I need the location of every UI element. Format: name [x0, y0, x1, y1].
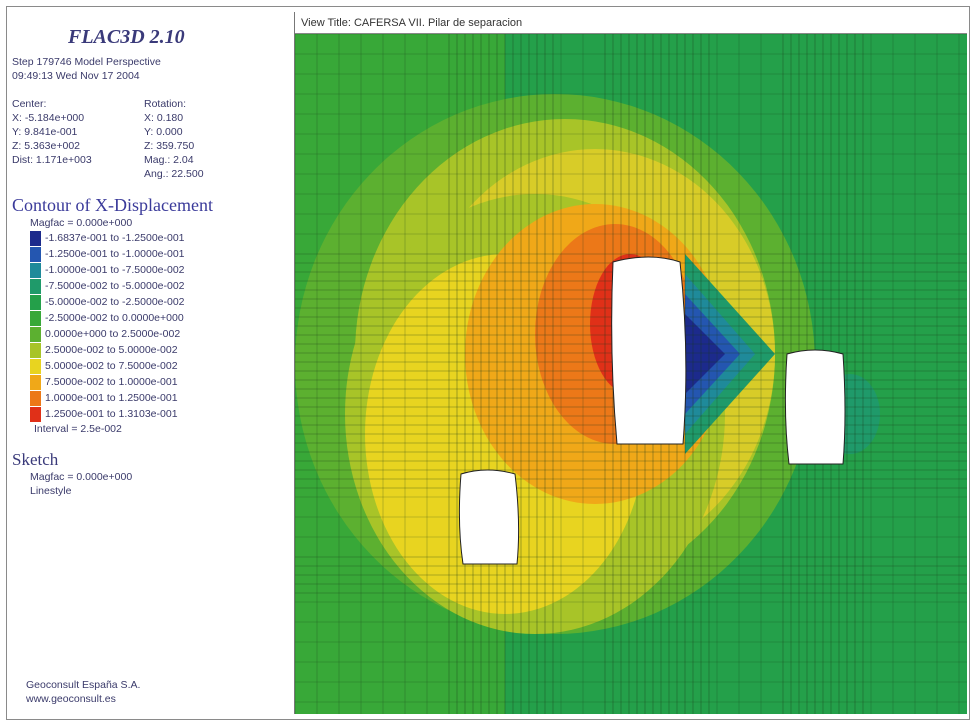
view-row-x: X: -5.184e+000 X: 0.180	[12, 111, 290, 125]
distance: Dist: 1.171e+003	[12, 154, 92, 166]
rotation-x: X: 0.180	[144, 112, 184, 124]
angle: Ang.: 22.500	[144, 168, 204, 180]
legend-label: 7.5000e-002 to 1.0000e-001	[45, 376, 178, 388]
excavation-right	[784, 349, 846, 465]
view-header-row: Center: Rotation:	[12, 97, 290, 111]
view-row-z: Z: 5.363e+002 Z: 359.750	[12, 139, 290, 153]
legend-swatch	[30, 294, 41, 310]
legend-label: 1.2500e-001 to 1.3103e-001	[45, 408, 178, 420]
legend-entry: 7.5000e-002 to 1.0000e-001	[12, 374, 290, 390]
magnification: Mag.: 2.04	[144, 154, 194, 166]
company-name: Geoconsult España S.A.	[26, 679, 141, 691]
legend-entry: 5.0000e-002 to 7.5000e-002	[12, 358, 290, 374]
legend-entry: -1.6837e-001 to -1.2500e-001	[12, 230, 290, 246]
legend-label: -7.5000e-002 to -5.0000e-002	[45, 280, 185, 292]
view-title: View Title: CAFERSA VII. Pilar de separa…	[295, 12, 967, 34]
legend-label: 0.0000e+000 to 2.5000e-002	[45, 328, 181, 340]
center-z: Z: 5.363e+002	[12, 140, 81, 152]
rotation-y: Y: 0.000	[144, 126, 183, 138]
contour-plot[interactable]	[295, 34, 967, 714]
model-view[interactable]: View Title: CAFERSA VII. Pilar de separa…	[294, 12, 967, 714]
legend-swatch	[30, 406, 41, 422]
legend-label: -1.2500e-001 to -1.0000e-001	[45, 248, 185, 260]
legend-swatch	[30, 342, 41, 358]
footer: Geoconsult España S.A. www.geoconsult.es	[26, 678, 140, 706]
legend-entry: -7.5000e-002 to -5.0000e-002	[12, 278, 290, 294]
contour-title: Contour of X-Displacement	[12, 195, 213, 215]
legend-swatch	[30, 374, 41, 390]
timestamp: 09:49:13 Wed Nov 17 2004	[12, 70, 140, 82]
sketch-title: Sketch	[12, 450, 59, 469]
legend-swatch	[30, 390, 41, 406]
legend-swatch	[30, 230, 41, 246]
legend-entry: -1.0000e-001 to -7.5000e-002	[12, 262, 290, 278]
contour-legend: -1.6837e-001 to -1.2500e-001 -1.2500e-001…	[12, 230, 290, 422]
center-y: Y: 9.841e-001	[12, 126, 78, 138]
view-row-dist: Dist: 1.171e+003 Mag.: 2.04	[12, 153, 290, 167]
legend-swatch	[30, 326, 41, 342]
legend-label: -1.6837e-001 to -1.2500e-001	[45, 232, 185, 244]
legend-swatch	[30, 246, 41, 262]
legend-entry: 2.5000e-002 to 5.0000e-002	[12, 342, 290, 358]
contour-band-darkblue	[685, 314, 725, 394]
rotation-z: Z: 359.750	[144, 140, 195, 152]
legend-entry: 1.0000e-001 to 1.2500e-001	[12, 390, 290, 406]
legend-label: -5.0000e-002 to -2.5000e-002	[45, 296, 185, 308]
contour-magfac: Magfac = 0.000e+000	[30, 217, 133, 229]
sketch-magfac: Magfac = 0.000e+000	[30, 471, 133, 483]
view-row-y: Y: 9.841e-001 Y: 0.000	[12, 125, 290, 139]
legend-entry: -5.0000e-002 to -2.5000e-002	[12, 294, 290, 310]
step-info: Step 179746 Model Perspective	[12, 56, 161, 68]
app-title: FLAC3D 2.10	[68, 26, 185, 48]
sketch-linestyle: Linestyle	[30, 485, 72, 497]
legend-entry: 1.2500e-001 to 1.3103e-001	[12, 406, 290, 422]
legend-label: -2.5000e-002 to 0.0000e+000	[45, 312, 184, 324]
contour-interval: Interval = 2.5e-002	[34, 423, 122, 435]
rotation-label: Rotation:	[144, 98, 187, 110]
legend-swatch	[30, 262, 41, 278]
mesh-grid	[295, 34, 967, 714]
legend-entry: -1.2500e-001 to -1.0000e-001	[12, 246, 290, 262]
legend-label: -1.0000e-001 to -7.5000e-002	[45, 264, 185, 276]
center-label: Center:	[12, 98, 47, 110]
excavation-small	[458, 469, 520, 565]
legend-label: 1.0000e-001 to 1.2500e-001	[45, 392, 178, 404]
legend-swatch	[30, 358, 41, 374]
legend-label: 2.5000e-002 to 5.0000e-002	[45, 344, 178, 356]
legend-entry: -2.5000e-002 to 0.0000e+000	[12, 310, 290, 326]
excavation-large	[611, 256, 687, 445]
center-x: X: -5.184e+000	[12, 112, 85, 124]
company-url: www.geoconsult.es	[26, 693, 116, 705]
info-panel: FLAC3D 2.10 Step 179746 Model Perspectiv…	[12, 12, 290, 712]
legend-entry: 0.0000e+000 to 2.5000e-002	[12, 326, 290, 342]
legend-swatch	[30, 278, 41, 294]
view-row-angle: Ang.: 22.500	[12, 167, 290, 181]
legend-label: 5.0000e-002 to 7.5000e-002	[45, 360, 178, 372]
legend-swatch	[30, 310, 41, 326]
